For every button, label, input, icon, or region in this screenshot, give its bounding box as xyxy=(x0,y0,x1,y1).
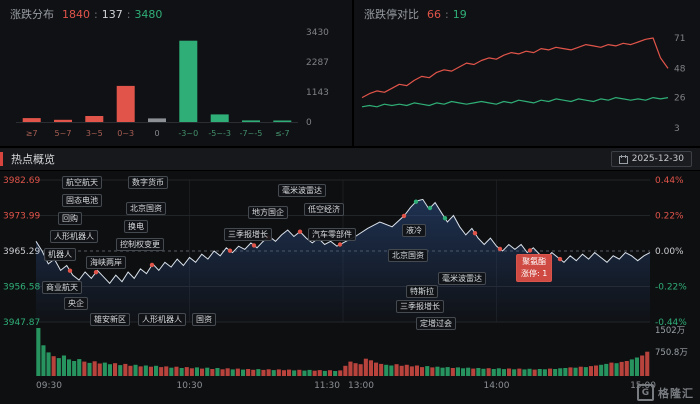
svg-text:0.22%: 0.22% xyxy=(655,212,684,222)
limit-line-chart: 71 48 26 3 xyxy=(361,34,686,134)
sector-label[interactable]: 低空经济 xyxy=(304,203,344,216)
svg-text:15:00: 15:00 xyxy=(630,381,656,391)
sector-label[interactable]: 特斯拉 xyxy=(406,285,438,298)
distribution-counts: 1840: 137: 3480 xyxy=(62,8,162,21)
sector-label[interactable]: 回购 xyxy=(58,212,82,225)
sector-label[interactable]: 北京国资 xyxy=(388,249,428,262)
sector-label[interactable]: 固态电池 xyxy=(62,194,102,207)
svg-text:48: 48 xyxy=(674,64,686,74)
sector-label[interactable]: 汽车零部件 xyxy=(308,228,356,241)
sector-label[interactable]: 三季报增长 xyxy=(396,300,444,313)
hotspots-title: 热点概览 xyxy=(11,153,55,166)
svg-text:26: 26 xyxy=(674,94,686,104)
sector-label[interactable]: 商业航天 xyxy=(42,281,82,294)
watermark: G 格隆汇 xyxy=(637,384,694,401)
sector-label[interactable]: 换电 xyxy=(124,220,148,233)
svg-text:1502万: 1502万 xyxy=(655,326,685,336)
sector-label[interactable]: 液冷 xyxy=(402,224,426,237)
distribution-bar-chart: 3430 2287 1143 0 ≥7 5~7 3~5 0~3 0 -3~0 -5~-3 -7~-5 ≤… xyxy=(16,28,329,138)
svg-text:10:30: 10:30 xyxy=(177,381,203,391)
sector-label[interactable]: 控制权变更 xyxy=(116,238,164,251)
svg-text:14:00: 14:00 xyxy=(484,381,510,391)
limit-compare-header: 涨跌停对比 66: 19 xyxy=(354,0,700,26)
svg-text:0: 0 xyxy=(306,118,312,128)
date-value: 2025-12-30 xyxy=(631,154,684,164)
limit-compare-title: 涨跌停对比 xyxy=(364,8,419,21)
separator: : xyxy=(94,7,98,21)
separator: : xyxy=(445,7,449,21)
sector-label[interactable]: 数字货币 xyxy=(128,176,168,189)
svg-text:3965.29: 3965.29 xyxy=(3,247,40,257)
svg-text:-5~-3: -5~-3 xyxy=(208,129,231,138)
sector-label[interactable]: 毫米波雷达 xyxy=(278,184,326,197)
sector-label[interactable]: 海峡两岸 xyxy=(86,256,126,269)
sector-label[interactable]: 央企 xyxy=(64,297,88,310)
svg-text:0.00%: 0.00% xyxy=(655,247,684,257)
flat-count: 137 xyxy=(101,7,123,21)
sector-label[interactable]: 人形机器人 xyxy=(138,313,186,326)
svg-text:11:30: 11:30 xyxy=(314,381,340,391)
svg-text:-0.22%: -0.22% xyxy=(655,283,687,293)
sector-label[interactable]: 机器人 xyxy=(44,248,76,261)
gelonghui-logo-icon: G xyxy=(637,384,654,401)
svg-text:3947.87: 3947.87 xyxy=(3,318,40,328)
svg-text:0: 0 xyxy=(154,129,159,138)
up-count: 1840 xyxy=(62,7,90,21)
svg-text:0~3: 0~3 xyxy=(117,129,134,138)
svg-text:-0.44%: -0.44% xyxy=(655,318,687,328)
svg-text:3: 3 xyxy=(674,124,680,134)
sector-label[interactable]: 人形机器人 xyxy=(50,230,98,243)
panel-hotspots: 热点概览 2025-12-30 3982.69 3973.99 3965.29 395… xyxy=(0,148,700,404)
svg-text:3430: 3430 xyxy=(306,28,329,38)
svg-text:71: 71 xyxy=(674,34,685,44)
svg-text:≥7: ≥7 xyxy=(26,129,38,138)
svg-text:3956.58: 3956.58 xyxy=(3,283,40,293)
svg-text:3~5: 3~5 xyxy=(86,129,103,138)
svg-text:-3~0: -3~0 xyxy=(178,129,198,138)
hotspots-chart: 3982.69 3973.99 3965.29 3956.58 3947.87 0.44%… xyxy=(0,170,700,404)
distribution-title: 涨跌分布 xyxy=(10,8,54,21)
limit-up-count: 66 xyxy=(427,7,441,21)
sector-label[interactable]: 航空航天 xyxy=(62,176,102,189)
sector-label[interactable]: 北京国资 xyxy=(126,202,166,215)
sector-label-highlight[interactable]: 聚氨酯 涨停: 1 xyxy=(516,254,553,282)
separator: : xyxy=(126,7,131,21)
svg-text:13:00: 13:00 xyxy=(348,381,374,391)
sector-label[interactable]: 毫米波雷达 xyxy=(438,272,486,285)
limit-counts: 66: 19 xyxy=(427,8,467,21)
sector-label[interactable]: 雄安新区 xyxy=(90,313,130,326)
svg-text:2287: 2287 xyxy=(306,58,329,68)
limit-down-count: 19 xyxy=(452,7,467,21)
top-row: 涨跌分布 1840: 137: 3480 3430 2287 1143 0 ≥7 5~7 3… xyxy=(0,0,700,146)
down-count: 3480 xyxy=(134,7,163,21)
panel-distribution: 涨跌分布 1840: 137: 3480 3430 2287 1143 0 ≥7 5~7 3… xyxy=(0,0,352,146)
sector-label[interactable]: 国资 xyxy=(192,313,216,326)
date-picker[interactable]: 2025-12-30 xyxy=(610,151,692,167)
svg-text:09:30: 09:30 xyxy=(36,381,62,391)
sector-labels-layer: 航空航天 数字货币 固态电池 北京国资 回购 换电 人形机器人 控制权变更 机器人 海峡两岸 商业航… xyxy=(0,170,700,404)
svg-text:5~7: 5~7 xyxy=(55,129,72,138)
hotspots-header: 热点概览 2025-12-30 xyxy=(0,148,700,171)
svg-text:0.44%: 0.44% xyxy=(655,176,684,186)
svg-text:≤-7: ≤-7 xyxy=(275,129,290,138)
header-accent-bar xyxy=(0,152,3,166)
svg-text:750.8万: 750.8万 xyxy=(655,348,688,358)
distribution-header: 涨跌分布 1840: 137: 3480 xyxy=(0,0,352,26)
svg-text:3973.99: 3973.99 xyxy=(3,212,40,222)
panel-limit-compare: 涨跌停对比 66: 19 71 48 26 3 xyxy=(354,0,700,146)
sector-label[interactable]: 地方国企 xyxy=(248,206,288,219)
watermark-text: 格隆汇 xyxy=(658,386,694,400)
sector-label[interactable]: 定增过会 xyxy=(416,317,456,330)
calendar-icon xyxy=(618,154,628,164)
svg-text:1143: 1143 xyxy=(306,88,329,98)
svg-text:-7~-5: -7~-5 xyxy=(240,129,263,138)
sector-label[interactable]: 三季报增长 xyxy=(224,228,272,241)
svg-text:3982.69: 3982.69 xyxy=(3,176,40,186)
